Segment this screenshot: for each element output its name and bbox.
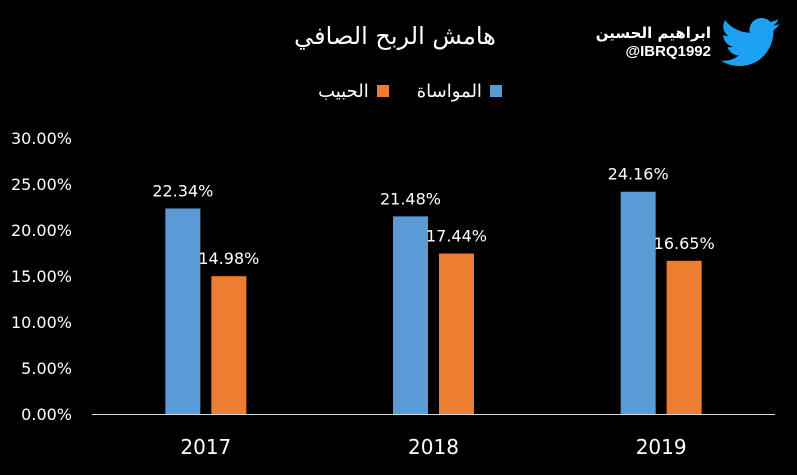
bar-series-1-2019 — [620, 191, 656, 414]
y-tick-label: 5.00% — [21, 359, 72, 378]
brand: ابراهيم الحسين @IBRQ1992 — [596, 18, 783, 68]
bar-series-1-2018 — [393, 216, 428, 414]
y-tick-label: 30.00% — [11, 129, 72, 148]
data-label: 21.48% — [380, 189, 441, 208]
x-tick-label: 2019 — [636, 435, 687, 459]
data-label: 16.65% — [654, 234, 715, 253]
legend-swatch-series-2 — [376, 85, 389, 97]
legend: المواساة الحبيب — [300, 78, 520, 104]
x-tick-label: 2018 — [408, 435, 459, 459]
data-label: 24.16% — [608, 165, 669, 184]
x-tick-label: 2017 — [180, 435, 231, 459]
twitter-bird-icon — [720, 18, 780, 66]
bar-series-2-2017 — [211, 276, 247, 414]
legend-label-series-1: المواساة — [416, 80, 482, 102]
data-label: 17.44% — [426, 227, 487, 246]
y-tick-label: 15.00% — [11, 267, 72, 286]
legend-label-series-2: الحبيب — [318, 80, 369, 102]
brand-name: ابراهيم الحسين — [595, 24, 711, 43]
brand-handle: @IBRQ1992 — [625, 43, 712, 60]
y-tick-label: 10.00% — [11, 313, 72, 332]
bar-series-1-2017 — [165, 208, 201, 414]
y-tick-label: 20.00% — [11, 221, 72, 240]
legend-item-series-1: المواساة — [417, 81, 502, 102]
y-tick-label: 0.00% — [21, 405, 72, 424]
bar-series-2-2019 — [666, 260, 702, 414]
y-tick-label: 25.00% — [11, 175, 72, 194]
bar-series-2-2018 — [439, 253, 474, 414]
data-label: 14.98% — [198, 249, 259, 268]
legend-swatch-series-1 — [489, 85, 502, 97]
data-label: 22.34% — [152, 181, 213, 200]
legend-item-series-2: الحبيب — [318, 81, 389, 102]
chart-title: هامش الربح الصافي — [294, 22, 496, 50]
